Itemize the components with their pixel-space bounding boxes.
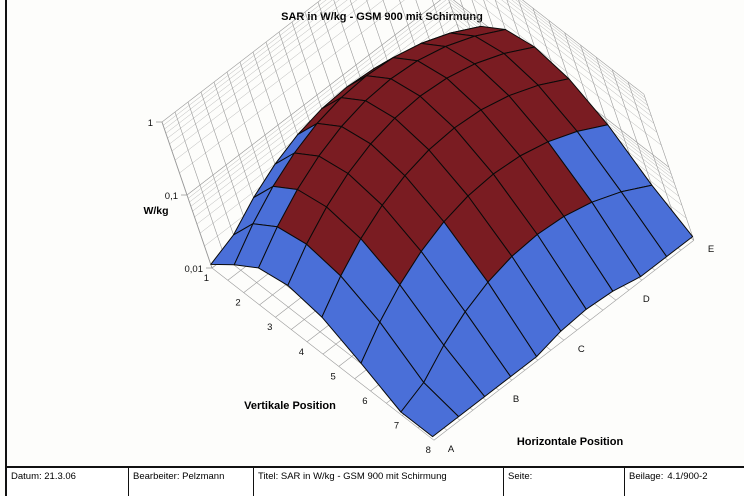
y-tick-label: B [513,394,519,405]
footer-attachment-label: Beilage: [629,471,664,482]
back-wall-minor-gridline [167,0,348,139]
x-tick-label: 4 [299,347,304,358]
y-tick-label: C [578,344,585,355]
footer-page: Seite: [504,468,625,496]
surface-mesh [210,25,694,438]
footer-date: Datum: 21.3.06 [7,468,129,496]
side-wall-minor-gridline [494,0,654,124]
back-wall-minor-gridline [174,0,384,161]
axis-labels: W/kg Vertikale Position Horizontale Posi… [143,118,714,456]
side-wall-minor-gridline [473,0,662,146]
y-tick-label: A [448,444,455,455]
y-tick-label: E [708,244,714,255]
footer-editor: Bearbeiter: Pelzmann [129,468,254,496]
back-wall-minor-gridline [163,0,327,126]
document-footer: Datum: 21.3.06 Bearbeiter: Pelzmann Tite… [5,466,744,496]
footer-title: Titel: SAR in W/kg - GSM 900 mit Schirmu… [254,468,504,496]
back-wall-minor-gridline [165,0,340,134]
side-wall-minor-gridline [515,0,647,102]
back-wall-minor-gridline [179,0,405,174]
back-wall-minor-gridline [188,0,447,199]
x-tick-label: 2 [235,298,240,309]
y-tick-label: D [643,294,650,305]
surface-cell-low [400,382,460,438]
footer-attachment: Beilage: 4.1/900-2 [625,468,744,496]
x-tick-label: 8 [426,445,431,456]
footer-attachment-value: 4.1/900-2 [667,471,708,482]
z-tick-label: 0,1 [165,191,178,202]
page-border [5,0,7,466]
x-tick-label: 6 [362,396,367,407]
x-tick-label: 7 [394,421,399,432]
back-wall-minor-gridline [190,6,451,207]
back-wall-minor-gridline [189,1,450,203]
x-tick-label: 5 [331,371,336,382]
floor-gridline [211,267,435,441]
side-wall-minor-gridline [486,0,658,133]
sar-surface-chart: SAR in W/kg - GSM 900 mit Schirmung W/kg… [143,0,714,456]
x-tick-label: 1 [204,273,209,284]
z-tick-label: 1 [148,118,153,129]
x-axis-label: Vertikale Position [244,400,336,412]
back-wall-minor-gridline [169,0,357,145]
side-wall-minor-gridline [511,0,648,106]
z-axis-label: W/kg [143,205,168,217]
y-axis-label: Horizontale Position [517,436,624,448]
chart-title: SAR in W/kg - GSM 900 mit Schirmung [281,11,483,23]
side-wall-gridline [522,0,645,95]
side-wall-minor-gridline [506,0,650,111]
back-wall-gridline [161,0,322,123]
z-tick-label: 0,01 [185,264,204,275]
back-wall-minor-gridline [164,0,333,130]
x-tick-label: 3 [267,322,272,333]
back-wall-minor-gridline [171,0,369,152]
back-wall-minor-gridline [186,0,441,196]
side-wall-minor-gridline [519,0,646,98]
side-wall-minor-gridline [501,0,652,117]
